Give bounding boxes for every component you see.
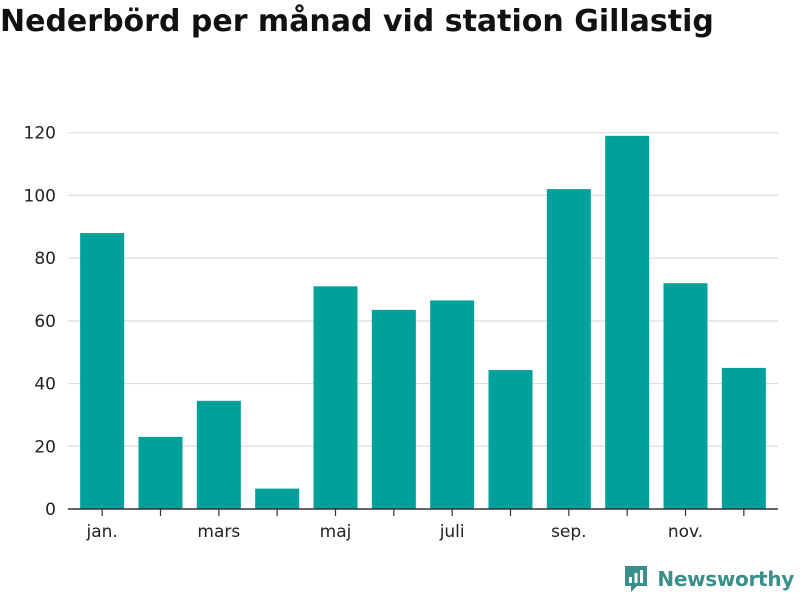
bar-aug bbox=[488, 370, 533, 509]
bar-juli bbox=[430, 300, 475, 509]
x-tick-label: mars bbox=[197, 522, 240, 542]
label-layer: 0 20 40 60 80 100 120 jan. mars maj juli sep. nov. bbox=[24, 124, 704, 542]
x-tick-label: sep. bbox=[551, 522, 587, 542]
y-tick-label: 80 bbox=[34, 249, 56, 269]
x-tick-label: nov. bbox=[668, 522, 703, 542]
y-tick-label: 100 bbox=[24, 186, 56, 206]
brand-name: Newsworthy bbox=[657, 567, 794, 591]
y-tick-label: 120 bbox=[24, 124, 56, 144]
y-tick-label: 60 bbox=[34, 312, 56, 332]
brand-logo: Newsworthy bbox=[623, 564, 794, 594]
bar-dec bbox=[721, 367, 766, 509]
x-tick-label: jan. bbox=[86, 522, 118, 542]
newsworthy-logo-icon bbox=[625, 566, 648, 592]
bar-okt bbox=[605, 135, 650, 510]
y-tick-label: 20 bbox=[34, 437, 56, 457]
bar-maj bbox=[313, 286, 358, 509]
bar-nov bbox=[663, 283, 708, 509]
bar-layer bbox=[80, 135, 766, 510]
bar-feb bbox=[138, 436, 183, 509]
bar-jan bbox=[80, 233, 125, 510]
x-tick-label: juli bbox=[439, 522, 465, 542]
bar-sep bbox=[546, 189, 591, 510]
bar-mars bbox=[196, 400, 241, 509]
y-tick-label: 40 bbox=[34, 375, 56, 395]
chart-title: Nederbörd per månad vid station Gillasti… bbox=[0, 4, 714, 39]
y-tick-label: 0 bbox=[45, 500, 56, 520]
axis-layer bbox=[68, 508, 778, 516]
grid-layer bbox=[68, 132, 778, 447]
bar-juni bbox=[371, 309, 416, 509]
bar-april bbox=[255, 488, 300, 509]
x-tick-label: maj bbox=[320, 522, 352, 542]
